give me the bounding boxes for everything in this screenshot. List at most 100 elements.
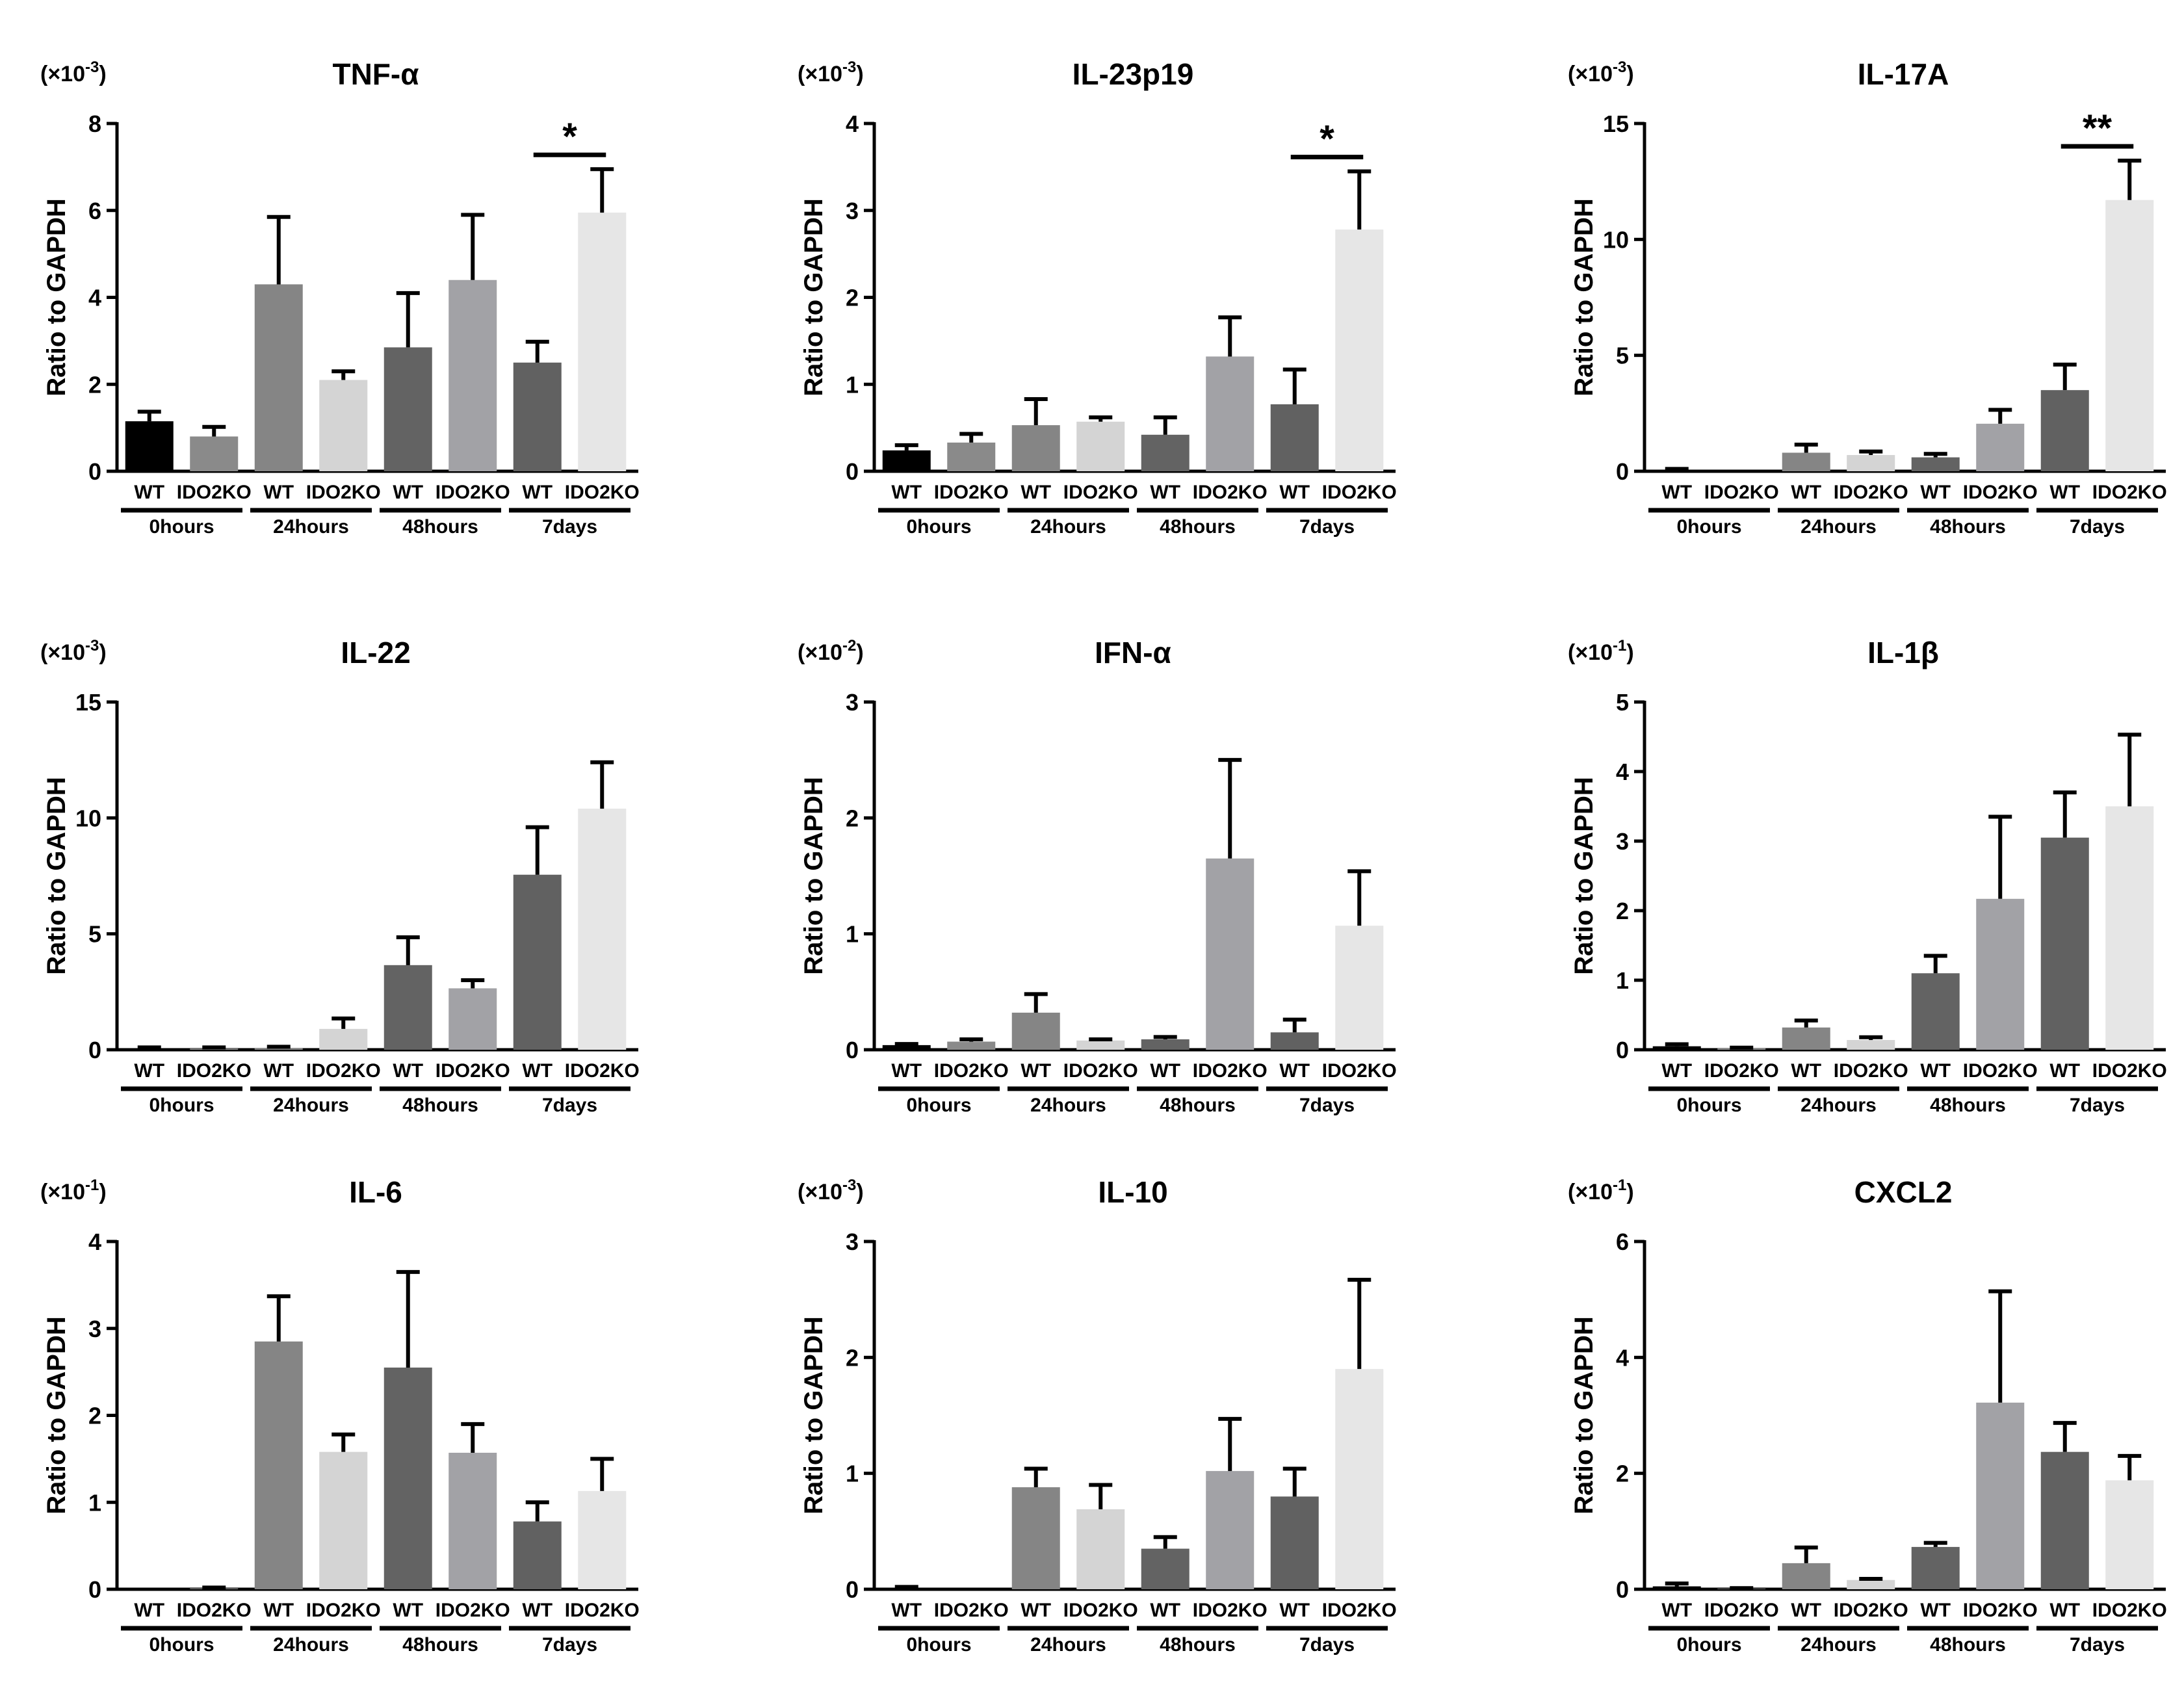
y-tick-label: 3 — [846, 1228, 859, 1255]
chart-panel: IL-23p19 (×10-3) Ratio to GAPDH 0 1 2 3 4 WT IDO2… — [798, 57, 1397, 538]
y-tick-label: 4 — [846, 110, 859, 137]
bar — [882, 450, 931, 471]
bar — [1141, 1548, 1190, 1589]
y-axis-label: Ratio to GAPDH — [42, 777, 71, 974]
x-category-label: IDO2KO — [565, 482, 640, 503]
x-category-label: IDO2KO — [1834, 1600, 1908, 1621]
y-tick-label: 6 — [88, 198, 101, 224]
y-tick-label: 0 — [88, 1576, 101, 1603]
x-group-label: 48hours — [1160, 516, 1236, 538]
x-category-label: WT — [1279, 1600, 1310, 1621]
chart-panel: TNF-α (×10-3) Ratio to GAPDH 0 2 4 6 8 WT IDO2KO W… — [40, 57, 640, 538]
chart-title: IL-17A — [1858, 57, 1949, 91]
x-category-label: IDO2KO — [1322, 482, 1397, 503]
y-tick-label: 0 — [1616, 458, 1629, 485]
bar — [2040, 1451, 2089, 1589]
x-category-label: IDO2KO — [934, 482, 1009, 503]
x-category-label: WT — [1791, 1600, 1821, 1621]
x-category-label: IDO2KO — [436, 482, 510, 503]
chart-title: IL-1β — [1867, 636, 1939, 670]
x-group-label: 48hours — [1160, 1095, 1236, 1116]
y-tick-label: 10 — [1603, 226, 1629, 253]
x-category-label: IDO2KO — [1193, 1060, 1268, 1082]
y-tick-label: 4 — [1616, 1344, 1629, 1371]
chart-panel: IL-17A (×10-3) Ratio to GAPDH 0 5 10 15 WT IDO2K… — [1568, 57, 2167, 538]
bar — [513, 362, 562, 471]
bar — [1270, 404, 1319, 471]
y-tick-label: 5 — [1616, 343, 1629, 369]
x-group-label: 7days — [542, 1095, 597, 1116]
x-category-label: IDO2KO — [177, 1600, 252, 1621]
bar — [1652, 1046, 1701, 1050]
bar — [1011, 1012, 1060, 1050]
x-group-label: 7days — [2070, 1095, 2125, 1116]
scale-note: (×10-3) — [40, 58, 107, 86]
y-tick-label: 2 — [1616, 898, 1629, 924]
bar — [1206, 356, 1254, 471]
x-category-label: IDO2KO — [306, 482, 381, 503]
x-category-label: WT — [1791, 482, 1821, 503]
chart-title: IL-22 — [341, 636, 410, 670]
y-tick-label: 0 — [88, 1037, 101, 1063]
chart-title: CXCL2 — [1854, 1175, 1953, 1209]
bar — [1270, 1496, 1319, 1589]
bar — [2105, 200, 2154, 471]
chart-panel: IL-1β (×10-1) Ratio to GAPDH 0 1 2 3 4 5 WT IDO2KO… — [1568, 636, 2167, 1116]
x-category-label: WT — [263, 1600, 294, 1621]
x-category-label: WT — [393, 482, 423, 503]
x-category-label: WT — [1279, 1060, 1310, 1082]
bar — [1976, 1402, 2025, 1589]
x-category-label: WT — [2049, 1060, 2080, 1082]
bar — [384, 347, 432, 471]
x-group-label: 48hours — [402, 1095, 478, 1116]
x-group-label: 48hours — [1160, 1634, 1236, 1656]
bar — [1335, 1369, 1384, 1589]
bar — [513, 1521, 562, 1589]
x-group-label: 48hours — [1930, 1095, 2006, 1116]
x-group-label: 24hours — [1800, 1634, 1877, 1656]
x-category-label: IDO2KO — [436, 1600, 510, 1621]
x-category-label: IDO2KO — [306, 1600, 381, 1621]
x-category-label: IDO2KO — [1193, 482, 1268, 503]
bar — [448, 1453, 497, 1589]
x-category-label: WT — [1150, 1600, 1180, 1621]
x-category-label: WT — [1920, 1060, 1951, 1082]
chart-title: IL-10 — [1098, 1175, 1167, 1209]
scale-note: (×10-3) — [1568, 58, 1634, 86]
bar — [448, 280, 497, 471]
y-axis-label: Ratio to GAPDH — [1570, 777, 1598, 974]
bar — [1335, 229, 1384, 471]
chart-panel: IL-10 (×10-3) Ratio to GAPDH 0 1 2 3 WT IDO2KO WT… — [798, 1175, 1397, 1656]
y-tick-label: 5 — [1616, 689, 1629, 716]
bar — [1335, 926, 1384, 1050]
y-tick-label: 1 — [846, 1461, 859, 1487]
y-tick-label: 10 — [75, 805, 101, 831]
bar — [1141, 1039, 1190, 1050]
x-category-label: IDO2KO — [1704, 1600, 1779, 1621]
x-group-label: 0hours — [149, 516, 214, 538]
x-group-label: 7days — [542, 516, 597, 538]
x-group-label: 48hours — [1930, 516, 2006, 538]
x-group-label: 0hours — [1676, 516, 1741, 538]
bar — [2105, 806, 2154, 1050]
bar — [1011, 425, 1060, 471]
y-tick-label: 2 — [88, 1403, 101, 1429]
x-category-label: WT — [1661, 1600, 1692, 1621]
x-group-label: 48hours — [402, 1634, 478, 1656]
bar — [1976, 898, 2025, 1050]
scale-note: (×10-1) — [1568, 637, 1634, 665]
y-tick-label: 0 — [88, 458, 101, 485]
y-tick-label: 8 — [88, 110, 101, 137]
bar — [578, 213, 627, 471]
x-category-label: WT — [393, 1600, 423, 1621]
y-tick-label: 4 — [1616, 759, 1629, 785]
x-group-label: 24hours — [273, 516, 349, 538]
y-tick-label: 2 — [846, 1344, 859, 1371]
x-category-label: IDO2KO — [1963, 1600, 2038, 1621]
x-category-label: IDO2KO — [565, 1600, 640, 1621]
x-category-label: IDO2KO — [1834, 482, 1908, 503]
x-category-label: IDO2KO — [1834, 1060, 1908, 1082]
x-category-label: WT — [1150, 482, 1180, 503]
x-category-label: WT — [1020, 482, 1051, 503]
x-category-label: IDO2KO — [177, 482, 252, 503]
